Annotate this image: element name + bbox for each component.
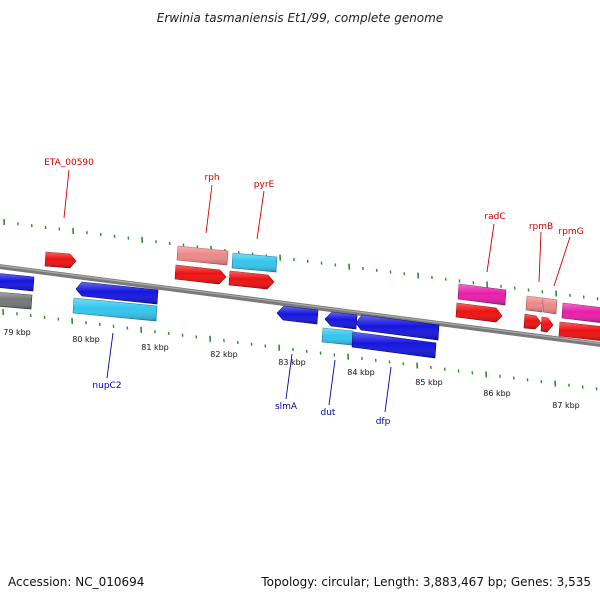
gene-blue-dut[interactable] [324,311,358,330]
map-title: Erwinia tasmaniensis Et1/99, complete ge… [157,11,443,25]
gene-gray-left[interactable] [0,292,33,310]
gene-label-ETA_00590[interactable]: ETA_00590 [44,158,94,168]
tick-label-86: 86 kbp [483,389,511,398]
callouts-bottom [106,332,392,413]
tick-label-81: 81 kbp [141,343,169,352]
tick-label-82: 82 kbp [210,350,238,359]
gene-cyan-pyrE[interactable] [231,252,278,273]
gene-blue-slmA[interactable] [276,305,319,325]
gene-label-rph[interactable]: rph [204,173,219,183]
gene-label-slmA[interactable]: slmA [275,402,298,412]
tick-label-79: 79 kbp [3,328,31,337]
gene-salmon-rph[interactable] [176,245,229,266]
gene-blue-dfp[interactable] [355,314,440,341]
tick-label-83: 83 kbp [278,358,306,367]
gene-blue-left[interactable] [0,273,35,292]
gene-cyan-dut[interactable] [321,327,354,346]
gene-salmon-rpmB-2[interactable] [542,297,558,315]
tick-label-80: 80 kbp [72,335,100,344]
gene-label-nupC2[interactable]: nupC2 [92,381,121,391]
gene-cyan-nupC2[interactable] [72,297,158,322]
gene-label-rpmB[interactable]: rpmB [529,222,553,232]
ticks-top [3,218,599,301]
gene-red-1[interactable] [44,251,77,269]
gene-label-radC[interactable]: radC [484,212,505,222]
genome-backbone-highlight [0,265,600,344]
gene-blue-dfp-2[interactable] [351,331,437,359]
gene-red-rpmB[interactable] [523,313,542,330]
gene-magenta-rpmG[interactable] [561,302,600,323]
gene-label-dut[interactable]: dut [321,408,336,418]
callouts-top [63,169,571,287]
gene-magenta-radC[interactable] [457,283,507,306]
gene-red-radC[interactable] [455,302,503,323]
gene-red-rpmG-2[interactable] [558,321,600,341]
gene-red-rph[interactable] [174,264,227,285]
ticks-bottom [2,308,598,391]
accession-text: Accession: NC_010694 [8,575,144,589]
gene-label-dfp[interactable]: dfp [376,417,391,427]
gene-label-rpmG[interactable]: rpmG [558,227,583,237]
genome-backbone [0,264,600,347]
gene-label-pyrE[interactable]: pyrE [254,180,275,190]
genome-info-text: Topology: circular; Length: 3,883,467 bp… [260,575,591,589]
tick-label-84: 84 kbp [347,368,375,377]
gene-salmon-rpmB-1[interactable] [525,295,544,313]
tick-labels: 79 kbp 80 kbp 81 kbp 82 kbp 83 kbp 84 kb… [3,328,580,410]
tick-label-87: 87 kbp [552,401,580,410]
tick-label-85: 85 kbp [415,378,443,387]
gene-red-pyrE[interactable] [228,270,275,290]
gene-blue-nupC2[interactable] [75,281,159,305]
gene-red-rpmG[interactable] [540,316,554,333]
